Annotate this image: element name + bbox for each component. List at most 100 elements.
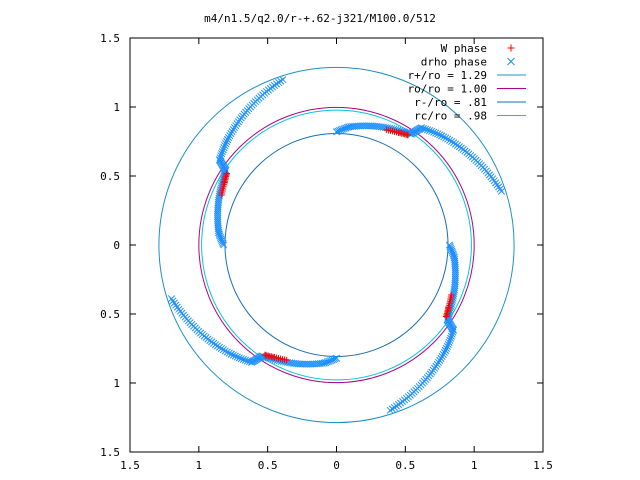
drho-point: [233, 353, 241, 361]
x-tick-label: 1.5: [533, 459, 553, 472]
drho-point: [430, 128, 438, 136]
drho-point: [218, 148, 226, 156]
y-tick-label: 1: [113, 377, 120, 390]
drho-point: [247, 358, 256, 366]
drho-point: [445, 338, 453, 346]
drho-point: [167, 295, 176, 303]
drho-point: [223, 138, 231, 146]
drho-point: [448, 137, 456, 146]
drho-point: [449, 328, 457, 336]
drho-point: [424, 126, 432, 134]
y-tick-label: 1.5: [100, 32, 120, 45]
drho-point: [219, 346, 227, 354]
drho-point: [440, 133, 448, 141]
drho-point: [229, 351, 237, 359]
reference-circle: [201, 109, 472, 381]
drho-point: [417, 124, 426, 132]
legend-label: r+/ro = 1.29: [408, 69, 487, 82]
w-phase-series: [218, 126, 455, 364]
drho-point: [221, 347, 229, 355]
drho-point: [217, 344, 225, 353]
drho-point: [227, 129, 235, 138]
drho-phase-series: [167, 76, 506, 414]
drho-point: [277, 77, 285, 85]
drho-point: [224, 135, 232, 144]
drho-point: [223, 348, 231, 356]
y-tick-label: 0.5: [100, 170, 120, 183]
drho-point: [443, 342, 451, 350]
x-tick-label: 0: [333, 459, 340, 472]
drho-point: [421, 125, 430, 133]
drho-point: [279, 76, 287, 84]
drho-point: [444, 135, 452, 143]
drho-point: [438, 352, 446, 361]
drho-point: [169, 297, 177, 305]
legend-label: rc/ro = .98: [414, 110, 487, 123]
drho-point: [432, 129, 440, 137]
x-tick-label: 1: [196, 459, 203, 472]
drho-point: [437, 354, 445, 363]
drho-point: [434, 130, 442, 138]
drho-point: [231, 352, 239, 360]
drho-point: [225, 349, 233, 357]
y-tick-label: 0.5: [100, 308, 120, 321]
drho-point: [245, 358, 254, 366]
reference-circle: [224, 132, 449, 358]
drho-point: [439, 350, 447, 359]
legend-label: W phase: [441, 42, 487, 55]
drho-point: [447, 334, 455, 342]
drho-point: [447, 332, 455, 340]
drho-point: [436, 356, 444, 364]
y-tick-label: 0: [113, 239, 120, 252]
drho-point: [441, 346, 449, 355]
drho-point: [426, 127, 434, 135]
w-phase-point: [223, 170, 231, 177]
legend-label: ro/ro = 1.00: [408, 83, 487, 96]
axis-ticks: 1.5 1 0.5 0 0.5 1 1.51.510.500.511.5: [100, 32, 553, 472]
y-tick-label: 1.5: [100, 446, 120, 459]
drho-point: [436, 131, 444, 139]
w-phase-point: [442, 313, 450, 320]
drho-point: [419, 124, 428, 132]
x-tick-label: 0.5: [395, 459, 415, 472]
drho-point: [497, 187, 506, 195]
drho-point: [216, 154, 224, 162]
drho-point: [222, 140, 230, 148]
drho-point: [446, 336, 454, 344]
drho-point: [428, 127, 436, 135]
drho-point: [216, 156, 224, 164]
drho-point: [220, 144, 228, 152]
x-tick-label: 1: [471, 459, 478, 472]
drho-point: [239, 355, 247, 363]
drho-point: [241, 356, 249, 364]
legend-swatch: [507, 44, 515, 52]
drho-point: [225, 133, 233, 142]
reference-circle: [158, 66, 515, 424]
drho-point: [228, 127, 236, 136]
legend-swatch: [507, 57, 515, 66]
drho-point: [235, 354, 243, 362]
x-tick-label: 1.5: [120, 459, 140, 472]
chart-title: m4/n1.5/q2.0/r-+.62-j321/M100.0/512: [204, 12, 436, 25]
drho-point: [442, 134, 450, 142]
drho-point: [218, 150, 226, 158]
drho-point: [226, 131, 234, 140]
drho-point: [386, 406, 394, 414]
drho-point: [229, 126, 237, 134]
drho-point: [237, 355, 245, 363]
drho-point: [446, 136, 454, 144]
x-tick-label: 0.5: [258, 459, 278, 472]
drho-point: [227, 350, 235, 358]
drho-point: [448, 330, 456, 338]
drho-point: [444, 340, 452, 348]
w-phase-point: [404, 131, 411, 139]
drho-point: [438, 132, 446, 140]
drho-point: [243, 357, 252, 365]
w-phase-point: [262, 351, 269, 359]
legend-label: r-/ro = .81: [414, 96, 487, 109]
reference-circle: [198, 106, 475, 384]
drho-point: [440, 348, 448, 357]
drho-point: [219, 146, 227, 154]
y-tick-label: 1: [113, 101, 120, 114]
